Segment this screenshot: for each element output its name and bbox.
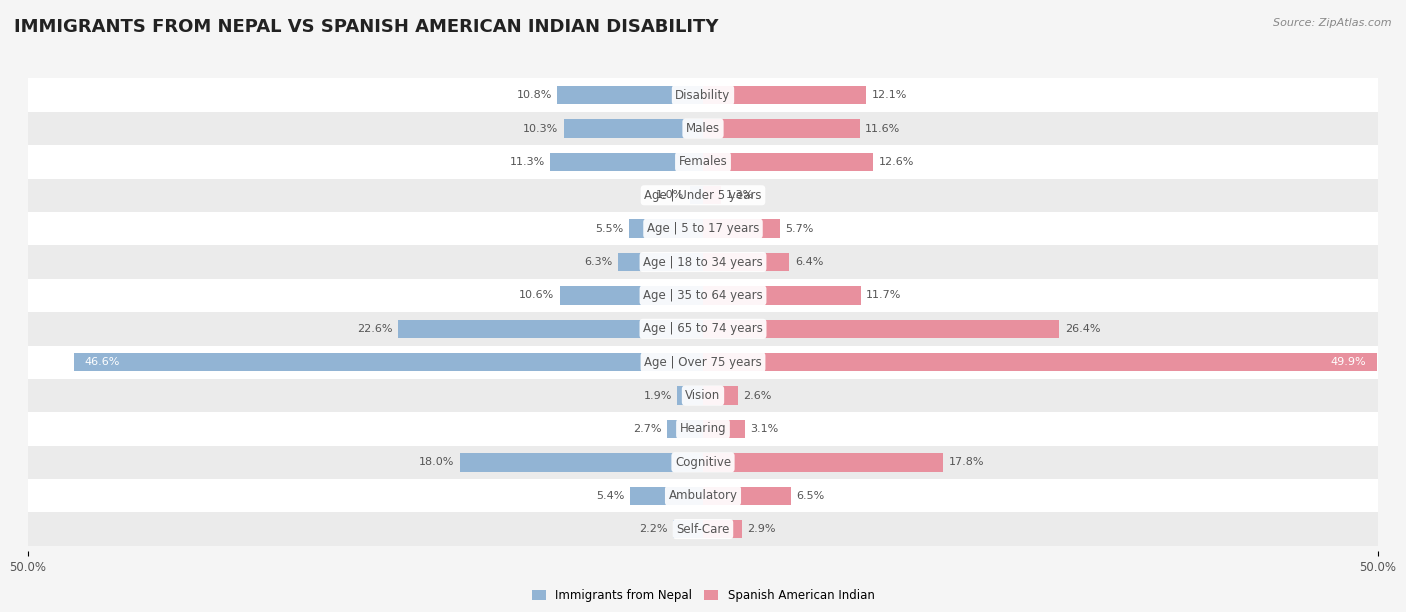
Bar xyxy=(703,487,790,505)
Text: Cognitive: Cognitive xyxy=(675,456,731,469)
Bar xyxy=(551,153,703,171)
Text: 22.6%: 22.6% xyxy=(357,324,392,334)
Bar xyxy=(703,220,780,238)
Bar xyxy=(703,186,720,204)
Text: Age | 18 to 34 years: Age | 18 to 34 years xyxy=(643,256,763,269)
Bar xyxy=(28,479,1378,512)
Text: 1.0%: 1.0% xyxy=(655,190,685,200)
Text: 2.6%: 2.6% xyxy=(744,390,772,401)
Bar xyxy=(28,78,1378,112)
Text: Age | 35 to 64 years: Age | 35 to 64 years xyxy=(643,289,763,302)
Text: 2.7%: 2.7% xyxy=(633,424,661,434)
Text: Self-Care: Self-Care xyxy=(676,523,730,536)
Bar xyxy=(28,212,1378,245)
Text: 5.7%: 5.7% xyxy=(786,223,814,234)
Bar xyxy=(619,253,703,271)
Bar xyxy=(678,386,703,405)
Bar xyxy=(703,319,1059,338)
Bar xyxy=(689,186,703,204)
Text: 18.0%: 18.0% xyxy=(419,457,454,468)
Bar xyxy=(703,119,859,138)
Bar xyxy=(28,446,1378,479)
Text: 6.4%: 6.4% xyxy=(794,257,823,267)
Text: 49.9%: 49.9% xyxy=(1330,357,1365,367)
Text: 12.6%: 12.6% xyxy=(879,157,914,167)
Bar xyxy=(28,145,1378,179)
Text: 3.1%: 3.1% xyxy=(751,424,779,434)
Bar xyxy=(703,453,943,471)
Text: 10.6%: 10.6% xyxy=(519,291,554,300)
Bar xyxy=(460,453,703,471)
Bar xyxy=(703,353,1376,371)
Bar xyxy=(703,286,860,305)
Text: IMMIGRANTS FROM NEPAL VS SPANISH AMERICAN INDIAN DISABILITY: IMMIGRANTS FROM NEPAL VS SPANISH AMERICA… xyxy=(14,18,718,36)
Text: 26.4%: 26.4% xyxy=(1064,324,1101,334)
Bar xyxy=(28,112,1378,145)
Text: Age | Under 5 years: Age | Under 5 years xyxy=(644,188,762,202)
Bar xyxy=(28,346,1378,379)
Bar xyxy=(703,520,742,539)
Bar xyxy=(703,253,789,271)
Text: 11.3%: 11.3% xyxy=(510,157,546,167)
Text: 2.2%: 2.2% xyxy=(640,524,668,534)
Text: 11.6%: 11.6% xyxy=(865,124,900,133)
Text: Females: Females xyxy=(679,155,727,168)
Text: 12.1%: 12.1% xyxy=(872,90,907,100)
Text: 11.7%: 11.7% xyxy=(866,291,901,300)
Bar xyxy=(75,353,703,371)
Bar xyxy=(28,412,1378,446)
Text: Source: ZipAtlas.com: Source: ZipAtlas.com xyxy=(1274,18,1392,28)
Text: Ambulatory: Ambulatory xyxy=(668,489,738,502)
Legend: Immigrants from Nepal, Spanish American Indian: Immigrants from Nepal, Spanish American … xyxy=(531,589,875,602)
Text: Disability: Disability xyxy=(675,89,731,102)
Bar xyxy=(703,386,738,405)
Bar xyxy=(28,312,1378,346)
Bar xyxy=(28,278,1378,312)
Bar xyxy=(28,512,1378,546)
Bar xyxy=(630,487,703,505)
Bar xyxy=(564,119,703,138)
Bar xyxy=(398,319,703,338)
Text: 1.3%: 1.3% xyxy=(725,190,754,200)
Bar xyxy=(28,379,1378,412)
Text: 46.6%: 46.6% xyxy=(84,357,120,367)
Text: Hearing: Hearing xyxy=(679,422,727,436)
Text: 6.3%: 6.3% xyxy=(585,257,613,267)
Text: 17.8%: 17.8% xyxy=(949,457,984,468)
Bar xyxy=(28,245,1378,278)
Bar xyxy=(673,520,703,539)
Text: 6.5%: 6.5% xyxy=(796,491,824,501)
Text: 1.9%: 1.9% xyxy=(644,390,672,401)
Bar xyxy=(703,153,873,171)
Bar xyxy=(628,220,703,238)
Bar xyxy=(560,286,703,305)
Text: Age | 65 to 74 years: Age | 65 to 74 years xyxy=(643,323,763,335)
Text: 2.9%: 2.9% xyxy=(748,524,776,534)
Bar xyxy=(557,86,703,104)
Text: Males: Males xyxy=(686,122,720,135)
Text: 10.8%: 10.8% xyxy=(516,90,551,100)
Text: 5.5%: 5.5% xyxy=(595,223,623,234)
Text: 5.4%: 5.4% xyxy=(596,491,624,501)
Bar xyxy=(28,179,1378,212)
Text: Vision: Vision xyxy=(685,389,721,402)
Text: Age | Over 75 years: Age | Over 75 years xyxy=(644,356,762,368)
Bar xyxy=(703,420,745,438)
Text: Age | 5 to 17 years: Age | 5 to 17 years xyxy=(647,222,759,235)
Bar xyxy=(703,86,866,104)
Bar xyxy=(666,420,703,438)
Text: 10.3%: 10.3% xyxy=(523,124,558,133)
